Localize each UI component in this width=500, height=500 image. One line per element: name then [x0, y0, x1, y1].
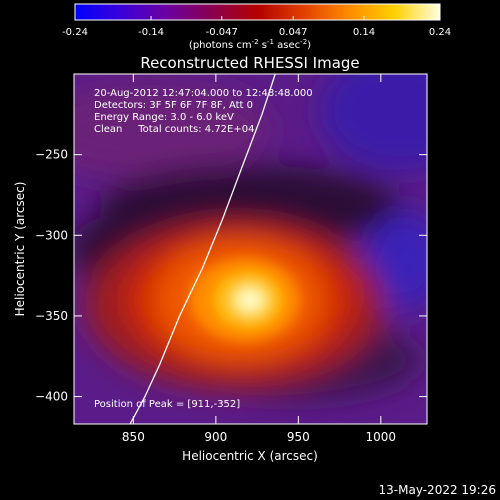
solar-limb-line	[129, 74, 276, 424]
heatmap-image	[74, 74, 427, 424]
colorbar-ticks: -0.24 -0.14 -0.047 0.047 0.14 0.24	[62, 16, 451, 38]
y-tick-label: −300	[35, 228, 68, 242]
x-tick-label: 850	[122, 430, 145, 444]
chart-title: Reconstructed RHESSI Image	[140, 54, 359, 72]
annotation-time-range: 20-Aug-2012 12:47:04.000 to 12:48:48.000	[94, 88, 313, 99]
annotation-peak-position: Position of Peak = [911,-352]	[94, 399, 240, 410]
x-axis: 850 900 950 1000	[122, 74, 396, 444]
colorbar-tick-label: 0.24	[429, 27, 451, 38]
colorbar-tick-label: 0.047	[279, 27, 308, 38]
colorbar-tick-label: -0.14	[138, 27, 164, 38]
colorbar-unit-label: (photons cm-2 s-1 asec-2)	[189, 38, 311, 51]
x-tick-label: 1000	[366, 430, 397, 444]
y-tick-label: −250	[35, 148, 68, 162]
x-axis-label: Heliocentric X (arcsec)	[182, 449, 318, 463]
colorbar-tick-label: -0.24	[62, 27, 88, 38]
y-axis: −250 −300 −350 −400	[35, 148, 427, 404]
annotation-energy-range: Energy Range: 3.0 - 6.0 keV	[94, 112, 234, 123]
colorbar-tick-label: 0.14	[353, 27, 375, 38]
y-axis-label: Heliocentric Y (arcsec)	[13, 182, 27, 317]
x-tick-label: 950	[287, 430, 310, 444]
annotation-total-counts: Clean Total counts: 4.72E+04	[94, 124, 254, 135]
footer-timestamp: 13-May-2022 19:26	[379, 483, 496, 497]
y-tick-label: −350	[35, 309, 68, 323]
y-tick-label: −400	[35, 390, 68, 404]
colorbar	[74, 3, 441, 21]
colorbar-tick-label: -0.047	[206, 27, 238, 38]
x-tick-label: 900	[204, 430, 227, 444]
annotation-detectors: Detectors: 3F 5F 6F 7F 8F, Att 0	[94, 100, 253, 111]
plot-frame	[73, 73, 428, 425]
